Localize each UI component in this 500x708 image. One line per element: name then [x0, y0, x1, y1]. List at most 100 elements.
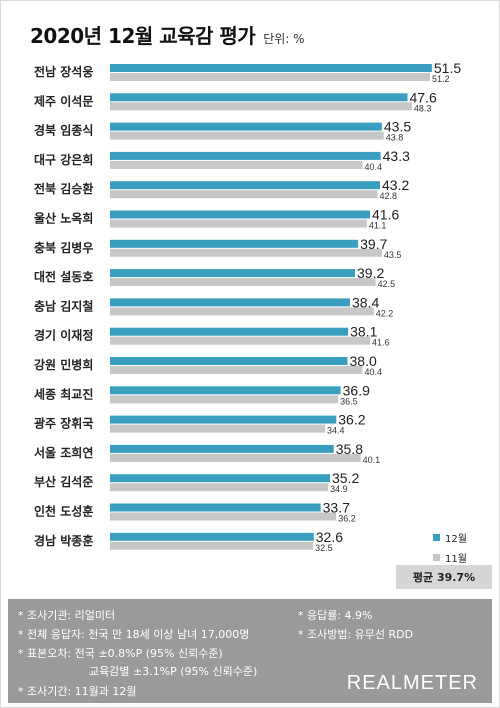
legend-item-dec: 12월 [433, 527, 467, 547]
bar-nov [110, 424, 325, 433]
footer-agency: * 조사기관: 리얼미터 [18, 609, 116, 622]
category-label: 전남 장석웅 [34, 64, 93, 79]
category-label: 충북 김병우 [34, 240, 93, 255]
average-badge: 평균 39.7% [396, 565, 492, 589]
value-label-nov: 41.6 [372, 338, 390, 348]
bar-nov [110, 483, 329, 492]
value-label-nov: 40.4 [365, 367, 383, 377]
bar-dec [110, 122, 382, 131]
legend-swatch-nov [433, 553, 440, 561]
value-label-dec: 36.2 [338, 412, 365, 428]
category-label: 부산 김석준 [34, 474, 93, 489]
value-label-nov: 43.8 [386, 133, 404, 143]
value-label-nov: 34.4 [327, 426, 345, 436]
value-label-dec: 33.7 [323, 500, 350, 516]
bar-nov [110, 248, 382, 257]
unit-label: 단위: % [263, 32, 305, 46]
bar-dec [110, 474, 330, 483]
value-label-dec: 38.0 [350, 353, 377, 369]
value-label-dec: 38.4 [352, 294, 379, 310]
value-label-dec: 35.8 [336, 441, 363, 457]
value-label-nov: 43.5 [384, 250, 402, 260]
bar-dec [110, 444, 334, 453]
bar-dec [110, 327, 349, 336]
bar-nov [110, 102, 412, 111]
category-label: 충남 김지철 [34, 298, 93, 313]
category-label: 전북 김승환 [34, 181, 93, 196]
footer-margin-edu: 교육감별 ±3.1%P (95% 신뢰수준) [89, 665, 258, 678]
footer-period: * 조사기간: 11월과 12월 [18, 685, 137, 698]
legend-label-nov: 11월 [445, 553, 467, 565]
category-label: 인천 도성훈 [34, 504, 93, 519]
value-label-nov: 40.4 [365, 162, 383, 172]
bar-nov [110, 160, 363, 169]
value-label-nov: 42.5 [378, 279, 396, 289]
bar-chart: 전남 장석웅 51.551.2제주 이석문 47.648.3경북 임종식 43.543… [34, 60, 461, 553]
bar-dec [110, 64, 432, 72]
bar-nov [110, 131, 384, 140]
value-label-dec: 51.5 [434, 60, 461, 76]
bar-nov [110, 307, 374, 316]
legend: 12월 11월 [433, 527, 467, 567]
value-label-dec: 43.3 [383, 148, 410, 164]
category-label: 경남 박종훈 [34, 533, 93, 548]
bar-nov [110, 278, 376, 287]
category-label: 울산 노옥희 [34, 211, 93, 226]
value-label-nov: 42.8 [380, 191, 398, 201]
bar-dec [110, 269, 355, 278]
bar-nov [110, 395, 339, 404]
bar-nov [110, 190, 378, 199]
value-label-nov: 34.9 [330, 484, 348, 494]
bar-nov [110, 336, 370, 345]
chart-header: 2020년 12월 교육감 평가 단위: % [30, 20, 305, 49]
footer-response-rate: * 응답률: 4.9% [298, 609, 373, 622]
survey-footer: * 조사기관: 리얼미터 * 응답률: 4.9% * 전체 응답자: 전국 만 … [8, 599, 492, 703]
bar-nov [110, 541, 314, 550]
value-label-dec: 41.6 [372, 207, 399, 223]
bar-nov [110, 73, 430, 81]
category-label: 서울 조희연 [34, 445, 93, 460]
value-label-nov: 42.2 [376, 308, 394, 318]
value-label-nov: 51.2 [432, 74, 450, 84]
value-label-nov: 41.1 [369, 221, 387, 231]
category-label: 경북 임종식 [34, 123, 93, 138]
category-label: 경기 이재정 [34, 328, 93, 343]
bar-dec [110, 181, 380, 190]
footer-margin-national: * 표본오차: 전국 ±0.8%P (95% 신뢰수준) [18, 647, 223, 660]
value-label-dec: 38.1 [350, 324, 377, 340]
value-label-nov: 40.1 [363, 455, 381, 465]
bar-dec [110, 239, 359, 248]
legend-item-nov: 11월 [433, 547, 467, 567]
footer-method: * 조사방법: 유무선 RDD [298, 628, 414, 641]
brand-logo: REALMETER [346, 672, 478, 694]
bar-nov [110, 219, 367, 228]
category-label: 대구 강은희 [34, 152, 93, 167]
bar-dec [110, 210, 370, 219]
value-label-nov: 36.5 [340, 396, 358, 406]
value-label-nov: 32.5 [315, 543, 333, 553]
category-label: 광주 장휘국 [34, 416, 93, 431]
bar-dec [110, 93, 408, 102]
bar-dec [110, 151, 381, 160]
value-label-dec: 36.9 [343, 382, 370, 398]
category-label: 강원 민병희 [34, 357, 93, 372]
bar-nov [110, 512, 337, 521]
category-label: 세종 최교진 [34, 386, 93, 401]
value-label-dec: 39.7 [360, 236, 387, 252]
footer-respondents: * 전체 응답자: 전국 만 18세 이상 남녀 17,000명 [18, 628, 250, 641]
value-label-dec: 43.5 [384, 119, 411, 135]
legend-label-dec: 12월 [445, 533, 467, 545]
value-label-dec: 43.2 [382, 177, 409, 193]
chart-title: 2020년 12월 교육감 평가 [30, 24, 256, 48]
legend-swatch-dec [433, 533, 440, 541]
value-label-nov: 36.2 [338, 514, 356, 524]
category-label: 대전 설동호 [34, 269, 93, 284]
bar-dec [110, 386, 341, 395]
bar-dec [110, 298, 350, 307]
bar-nov [110, 366, 363, 374]
value-label-nov: 48.3 [414, 103, 432, 113]
category-label: 제주 이석문 [34, 93, 93, 108]
bar-dec [110, 503, 321, 512]
bar-dec [110, 357, 348, 365]
value-label-dec: 39.2 [357, 265, 384, 281]
